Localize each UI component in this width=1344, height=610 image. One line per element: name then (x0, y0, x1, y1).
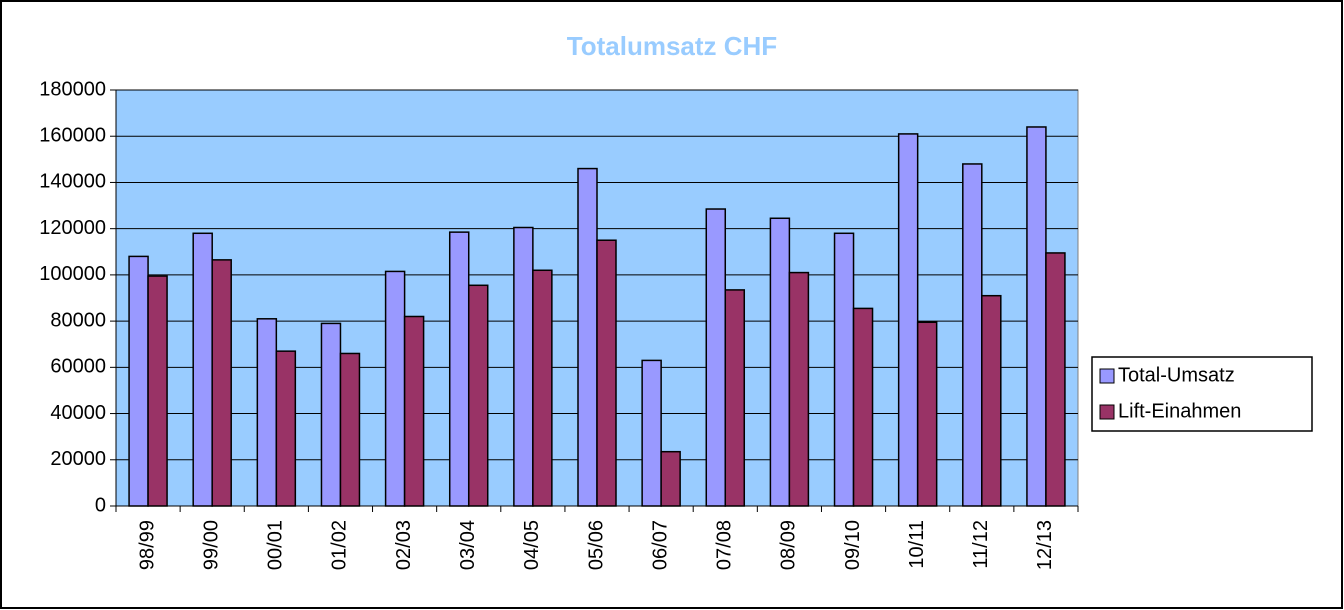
bar (275, 350, 297, 507)
y-tick-label: 40000 (50, 402, 106, 424)
x-tick-label: 98/99 (136, 520, 158, 570)
bar (147, 275, 168, 507)
x-tick-label: 02/03 (393, 520, 415, 570)
bar (788, 271, 810, 507)
bar (596, 239, 617, 507)
bar (513, 226, 534, 507)
bar (897, 133, 919, 507)
chart-title: Totalumsatz CHF (567, 31, 777, 61)
bar (962, 163, 983, 507)
legend-label: Lift-Einahmen (1118, 400, 1241, 422)
bar (852, 307, 874, 507)
bar (641, 359, 662, 507)
legend-swatch (1099, 404, 1115, 420)
x-tick-label: 06/07 (649, 520, 671, 570)
bar (448, 231, 470, 507)
bar (1026, 126, 1047, 507)
x-tick-label: 99/00 (200, 520, 222, 570)
y-tick-label: 180000 (39, 78, 106, 100)
bar (211, 259, 232, 507)
bar (769, 217, 791, 507)
bar (384, 270, 406, 507)
x-tick-label: 11/12 (970, 520, 992, 569)
y-tick-label: 160000 (39, 125, 106, 147)
x-tick-label: 12/13 (1034, 520, 1056, 570)
bar (192, 232, 213, 507)
x-tick-label: 05/06 (585, 520, 607, 570)
y-tick-label: 100000 (39, 263, 106, 285)
bar (467, 284, 489, 507)
bar (660, 450, 681, 507)
y-tick-label: 120000 (39, 217, 106, 239)
y-tick-label: 0 (95, 494, 106, 516)
x-tick-label: 09/10 (842, 520, 864, 570)
bar (1045, 252, 1066, 507)
bar (981, 294, 1002, 507)
y-tick-label: 140000 (39, 171, 106, 193)
x-tick-label: 03/04 (457, 520, 479, 570)
bar (320, 322, 342, 507)
x-tick-label: 08/09 (778, 520, 800, 570)
bar (705, 208, 727, 507)
bar (916, 321, 938, 507)
y-tick-label: 20000 (50, 448, 106, 470)
bar (833, 232, 855, 507)
x-tick-label: 01/02 (329, 520, 351, 570)
y-tick-label: 80000 (50, 309, 106, 331)
y-tick-label: 60000 (50, 356, 106, 378)
x-tick-label: 07/08 (714, 520, 736, 570)
bar (577, 167, 598, 507)
bar (256, 318, 278, 507)
legend-swatch (1099, 368, 1115, 384)
bar (532, 269, 553, 507)
x-tick-label: 04/05 (521, 520, 543, 570)
bar (339, 352, 361, 507)
bar (724, 289, 746, 507)
x-tick-label: 10/11 (906, 520, 928, 569)
bar (128, 255, 149, 507)
legend-box (1091, 356, 1313, 432)
bar (403, 315, 425, 507)
x-tick-label: 00/01 (265, 520, 287, 570)
legend-label: Total-Umsatz (1118, 364, 1235, 386)
